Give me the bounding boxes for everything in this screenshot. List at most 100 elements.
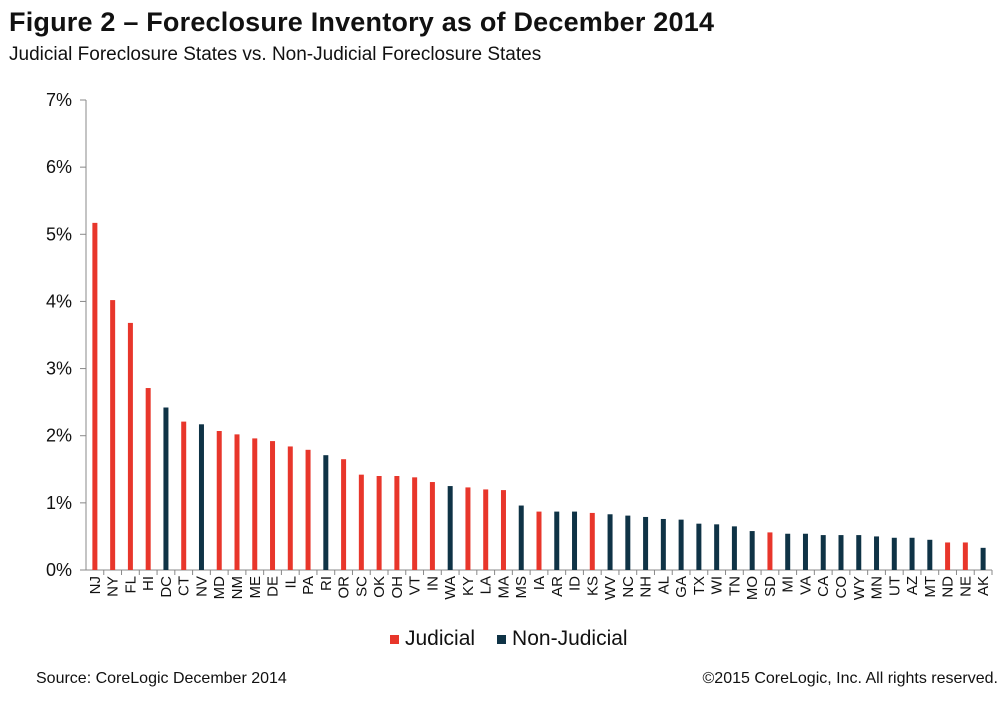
- x-tick-label-ia: IA: [531, 576, 548, 590]
- x-tick-label-ga: GA: [673, 576, 690, 598]
- bar-ut: [891, 537, 897, 570]
- bar-dc: [163, 407, 169, 570]
- x-tick-label-mi: MI: [780, 576, 797, 593]
- y-tick-label: 2%: [46, 426, 72, 446]
- bar-nc: [625, 515, 631, 570]
- x-tick-label-ct: CT: [176, 576, 193, 596]
- legend-swatch-judicial: [390, 634, 399, 644]
- x-tick-label-nv: NV: [193, 576, 210, 597]
- bar-wy: [856, 535, 862, 570]
- source-note: Source: CoreLogic December 2014: [36, 670, 287, 687]
- x-tick-label-va: VA: [797, 576, 814, 595]
- bar-ca: [820, 535, 826, 570]
- x-tick-label-me: ME: [247, 576, 264, 599]
- x-tick-label-nd: ND: [940, 576, 957, 598]
- x-tick-label-nm: NM: [229, 576, 246, 599]
- x-tick-label-co: CO: [833, 576, 850, 599]
- bar-ga: [678, 519, 684, 570]
- chart-legend: Judicial Non-Judicial: [390, 627, 650, 651]
- x-tick-label-az: AZ: [904, 576, 921, 595]
- x-tick-label-oh: OH: [389, 576, 406, 599]
- bar-hi: [145, 388, 151, 570]
- y-tick-label: 5%: [46, 224, 72, 244]
- x-tick-label-ut: UT: [886, 576, 903, 596]
- x-tick-label-pa: PA: [300, 576, 317, 595]
- bar-nj: [92, 222, 98, 570]
- bar-ms: [518, 505, 524, 570]
- x-tick-label-or: OR: [336, 576, 353, 599]
- legend-label-non-judicial: Non-Judicial: [512, 627, 628, 650]
- x-tick-label-de: DE: [265, 576, 282, 597]
- bar-wa: [447, 486, 453, 570]
- bar-de: [270, 441, 276, 570]
- x-tick-label-mt: MT: [922, 576, 939, 598]
- bar-nd: [945, 542, 951, 570]
- x-tick-label-mo: MO: [744, 576, 761, 600]
- x-tick-label-tn: TN: [726, 576, 743, 596]
- bar-tx: [696, 523, 702, 570]
- bar-mi: [785, 533, 791, 570]
- bar-sd: [767, 532, 773, 570]
- y-tick-label: 3%: [46, 359, 72, 379]
- x-tick-label-ms: MS: [513, 576, 530, 599]
- bar-ne: [962, 542, 968, 570]
- bar-ak: [980, 547, 986, 570]
- bar-nm: [234, 434, 240, 570]
- bar-az: [909, 537, 915, 570]
- bar-mt: [927, 539, 933, 570]
- x-tick-label-nc: NC: [620, 576, 637, 598]
- bar-ri: [323, 455, 329, 570]
- bar-ks: [589, 512, 595, 570]
- bar-sc: [358, 474, 364, 570]
- bar-md: [216, 431, 222, 570]
- bar-tn: [731, 526, 737, 570]
- chart-subtitle: Judicial Foreclosure States vs. Non-Judi…: [9, 44, 542, 65]
- x-tick-label-ri: RI: [318, 576, 335, 591]
- bar-mn: [874, 536, 880, 570]
- x-tick-label-ks: KS: [584, 576, 601, 596]
- x-tick-label-dc: DC: [158, 576, 175, 598]
- x-tick-label-ok: OK: [371, 576, 388, 598]
- bar-pa: [305, 449, 311, 570]
- bar-ct: [181, 421, 187, 570]
- x-tick-label-wa: WA: [442, 576, 459, 600]
- x-tick-label-wi: WI: [709, 576, 726, 594]
- x-tick-label-hi: HI: [140, 576, 157, 591]
- x-tick-label-sc: SC: [353, 576, 370, 597]
- bar-ia: [536, 511, 542, 570]
- x-tick-label-nj: NJ: [87, 576, 104, 594]
- bar-wv: [607, 514, 613, 570]
- x-tick-label-vt: VT: [407, 576, 424, 595]
- x-tick-label-nh: NH: [638, 576, 655, 598]
- y-tick-label: 0%: [46, 560, 72, 580]
- copyright-note: ©2015 CoreLogic, Inc. All rights reserve…: [702, 670, 999, 687]
- legend-label-judicial: Judicial: [405, 627, 476, 650]
- y-tick-label: 1%: [46, 493, 72, 513]
- x-tick-label-ky: KY: [460, 576, 477, 596]
- bar-ky: [465, 487, 471, 570]
- y-tick-label: 6%: [46, 157, 72, 177]
- bar-al: [660, 518, 666, 570]
- bar-mo: [749, 531, 755, 570]
- legend-swatch-non-judicial: [497, 634, 507, 644]
- x-tick-label-ca: CA: [815, 576, 832, 597]
- bar-me: [252, 438, 258, 570]
- bar-la: [483, 489, 489, 570]
- x-tick-label-wv: WV: [602, 576, 619, 600]
- x-tick-label-id: ID: [567, 576, 584, 591]
- x-tick-label-mn: MN: [869, 576, 886, 599]
- bar-wi: [714, 524, 720, 570]
- chart-title: Figure 2 – Foreclosure Inventory as of D…: [9, 7, 715, 37]
- bar-ny: [110, 300, 116, 570]
- x-tick-label-md: MD: [211, 576, 228, 599]
- legend-item-non-judicial: Non-Judicial: [497, 627, 628, 651]
- bar-nv: [198, 424, 204, 570]
- bar-fl: [127, 322, 133, 570]
- bar-id: [572, 511, 578, 570]
- x-tick-label-wy: WY: [851, 576, 868, 600]
- bar-ar: [554, 511, 560, 570]
- bar-chart: 0% 1% 2% 3% 4% 5% 6% 7% NJ NY FL HI DC CT NV MD NM ME DE IL…: [46, 90, 993, 600]
- y-tick-label: 7%: [46, 90, 72, 110]
- x-tick-label-ne: NE: [957, 576, 974, 597]
- y-tick-label: 4%: [46, 291, 72, 311]
